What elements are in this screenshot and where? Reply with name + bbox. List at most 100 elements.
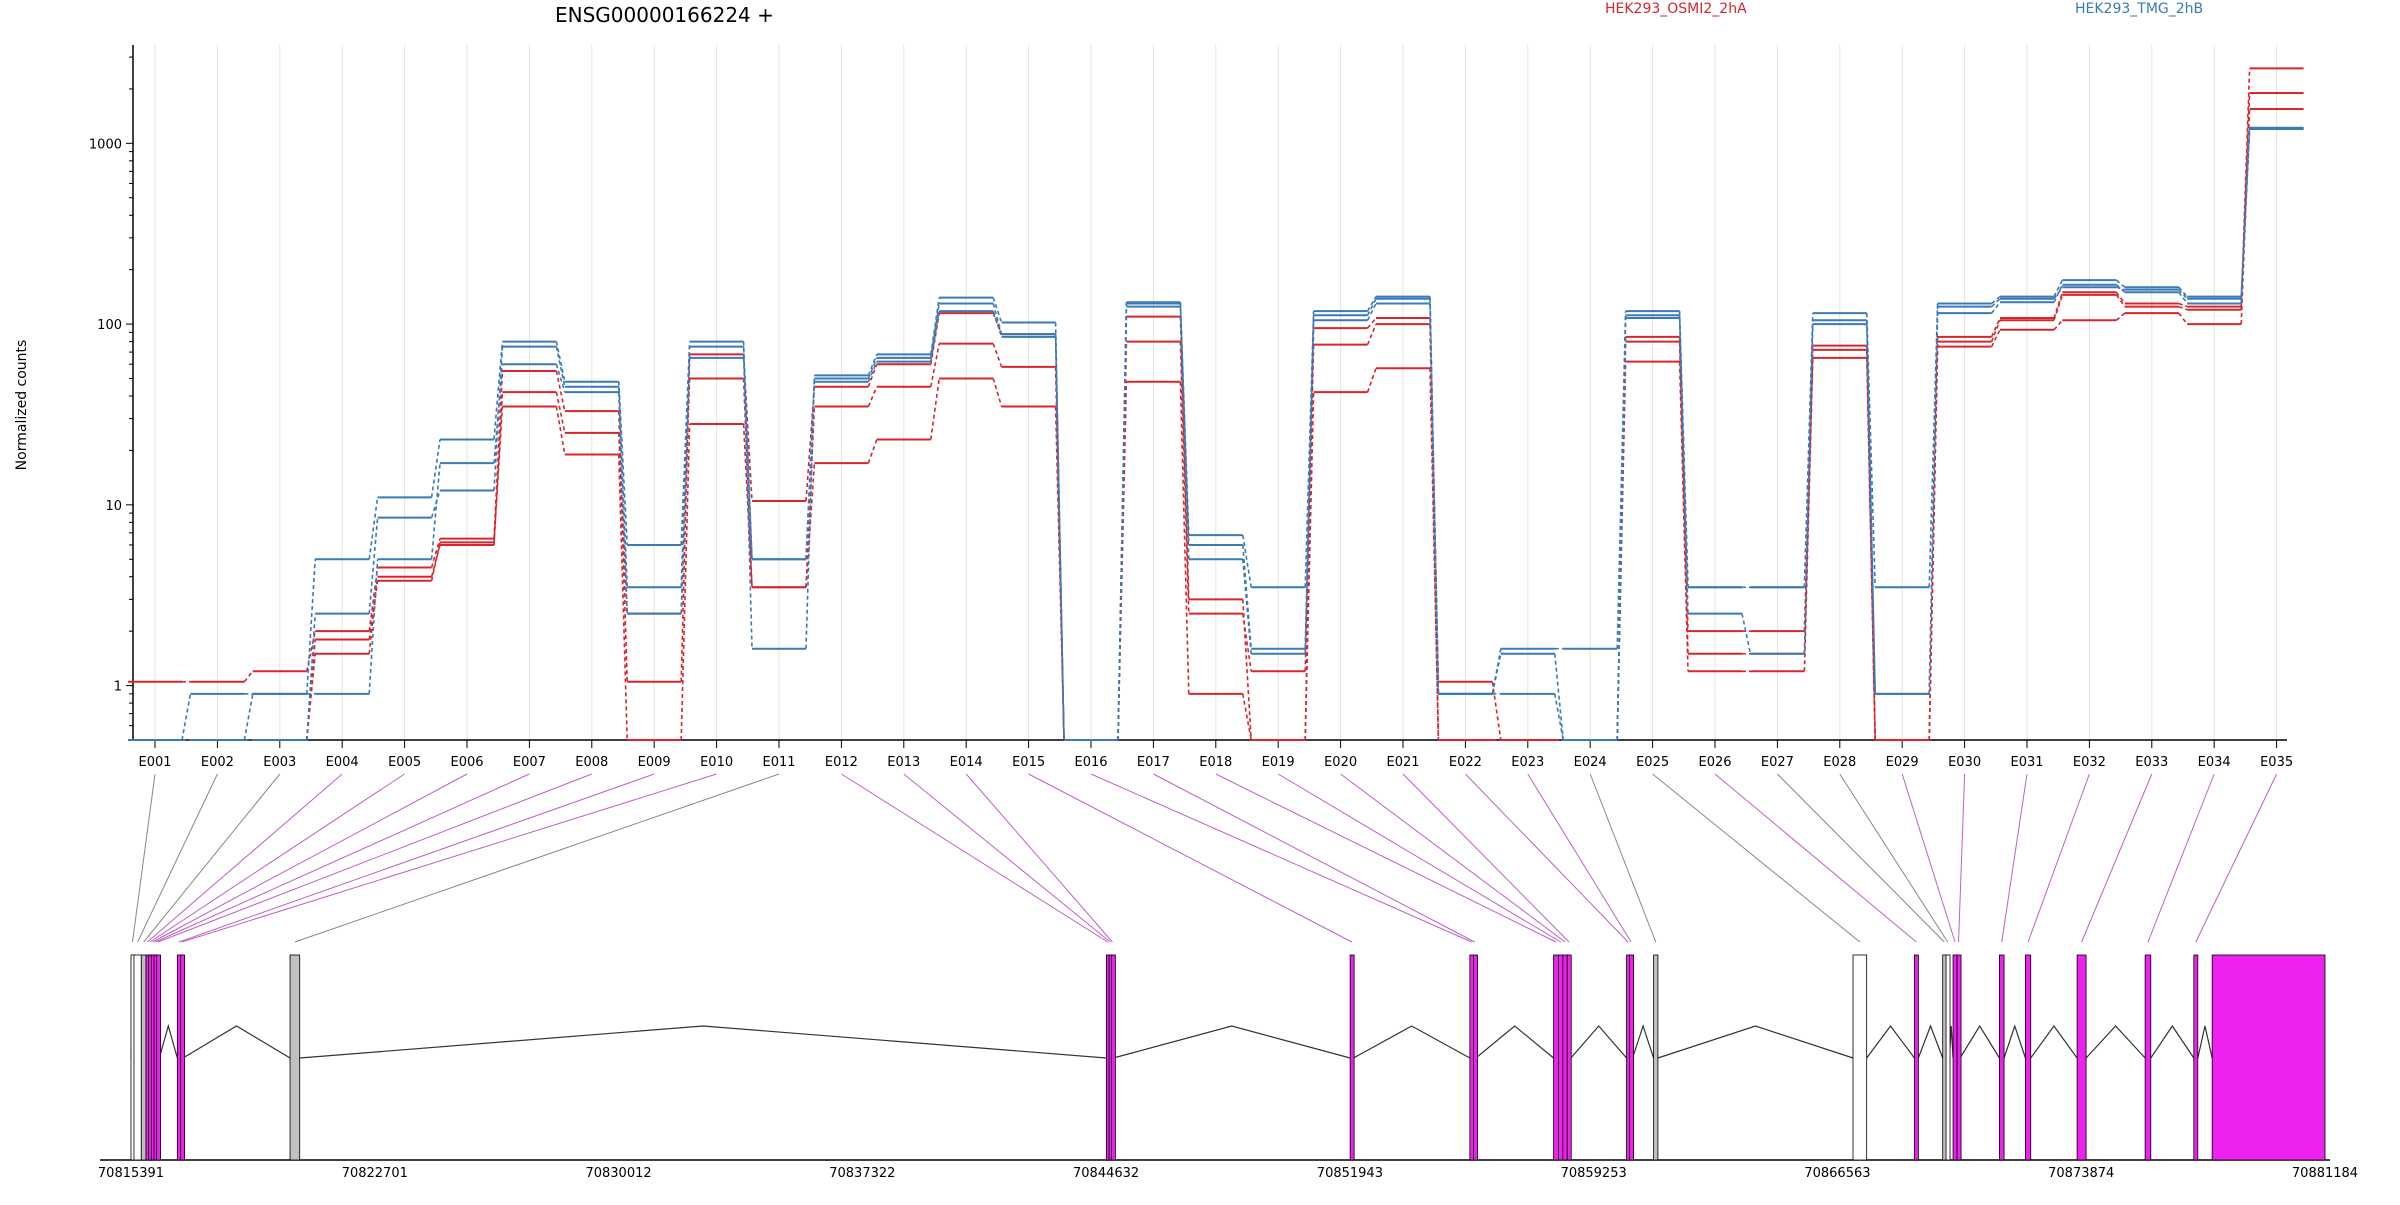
series-connector bbox=[930, 303, 940, 359]
grid-lines bbox=[154, 45, 2278, 740]
series-connector bbox=[1117, 381, 1128, 741]
series-connector bbox=[368, 497, 379, 560]
series-connector bbox=[2178, 305, 2188, 311]
series-lines bbox=[128, 67, 2304, 741]
exon-E023 bbox=[1629, 954, 1634, 1161]
series-connector bbox=[1491, 681, 1502, 741]
series-connector bbox=[2115, 312, 2126, 321]
connector-E014 bbox=[965, 773, 1113, 943]
connector-E021 bbox=[1402, 773, 1570, 943]
series-connector bbox=[805, 406, 816, 588]
series-connector bbox=[1054, 334, 1065, 741]
series-connector bbox=[1429, 368, 1440, 741]
x-tick-label-E009: E009 bbox=[638, 755, 671, 770]
connector-E017 bbox=[1153, 773, 1475, 943]
series-connector bbox=[680, 423, 691, 741]
series-connector bbox=[493, 346, 504, 491]
coordinate-label-70830012: 70830012 bbox=[585, 1166, 651, 1181]
series-connector bbox=[2178, 286, 2188, 298]
x-tick-label-E002: E002 bbox=[201, 755, 234, 770]
coordinate-label-70815391: 70815391 bbox=[98, 1166, 164, 1181]
x-tick-label-E027: E027 bbox=[1761, 755, 1794, 770]
series-connector bbox=[1741, 613, 1752, 654]
exon-E011 bbox=[289, 954, 301, 1161]
series-connector bbox=[430, 538, 441, 568]
series-connector bbox=[867, 439, 878, 464]
intron-line bbox=[1113, 1025, 1351, 1059]
x-tick-label-E005: E005 bbox=[388, 755, 421, 770]
series-connector bbox=[243, 670, 254, 683]
series-connector bbox=[930, 378, 940, 440]
exon-E033 bbox=[2076, 954, 2087, 1161]
series-connector bbox=[1366, 323, 1377, 345]
series-connector bbox=[1366, 367, 1377, 393]
series-connector bbox=[555, 363, 566, 393]
series-connector bbox=[2178, 312, 2188, 325]
series-connector bbox=[1928, 303, 1939, 588]
x-tick-label-E018: E018 bbox=[1199, 755, 1232, 770]
series-connector bbox=[1366, 317, 1377, 329]
intron-line bbox=[299, 1025, 1107, 1059]
series-connector bbox=[2178, 291, 2188, 304]
exon-E026 bbox=[1913, 954, 1919, 1161]
series-connector bbox=[555, 392, 566, 434]
coordinate-label-70881184: 70881184 bbox=[2292, 1166, 2358, 1181]
gene-title: ENSG00000166224 + bbox=[555, 3, 774, 27]
x-tick-label-E023: E023 bbox=[1511, 755, 1544, 770]
series-connector bbox=[2240, 127, 2251, 299]
series-connector bbox=[1928, 306, 1939, 694]
exon-E035b bbox=[2211, 954, 2326, 1161]
series-connector bbox=[2053, 279, 2064, 297]
gene-model: 70815391 70822701 70830012 70837322 70844632… bbox=[98, 954, 2358, 1181]
x-tick-label-E016: E016 bbox=[1074, 755, 1107, 770]
series-connector bbox=[430, 544, 441, 577]
intron-line bbox=[1570, 1025, 1628, 1059]
x-tick-label-E032: E032 bbox=[2073, 755, 2106, 770]
legend-label-group-a: HEK293_OSMI2_2hA bbox=[1605, 1, 1747, 17]
series-connector bbox=[618, 454, 628, 741]
x-tick-label-E015: E015 bbox=[1012, 755, 1045, 770]
series-connector bbox=[1179, 316, 1190, 600]
connector-E029 bbox=[1901, 773, 1956, 943]
series-connector bbox=[992, 312, 1003, 335]
connector-E022 bbox=[1465, 773, 1629, 943]
series-connector bbox=[1366, 296, 1377, 312]
connector-E032 bbox=[2027, 773, 2090, 943]
connector-E004 bbox=[146, 773, 343, 943]
series-connector bbox=[1678, 361, 1689, 672]
intron-line bbox=[1866, 1024, 1915, 1059]
series-connector bbox=[742, 423, 753, 588]
series-connector bbox=[1866, 313, 1876, 588]
series-connector bbox=[992, 343, 1003, 368]
series-connector bbox=[867, 354, 878, 376]
exon-E035 bbox=[2193, 954, 2199, 1161]
series-6 bbox=[128, 126, 2304, 741]
legend-label-group-b: HEK293_TMG_2hB bbox=[2075, 1, 2203, 17]
series-connector bbox=[2053, 319, 2063, 331]
x-tick-label-E017: E017 bbox=[1137, 755, 1170, 770]
series-connector bbox=[1990, 301, 2001, 314]
x-tick-label-E001: E001 bbox=[138, 755, 171, 770]
series-connector bbox=[2115, 279, 2126, 288]
exon-E031 bbox=[1998, 954, 2005, 1161]
series-connector bbox=[2178, 289, 2188, 300]
connector-E034 bbox=[2147, 773, 2215, 943]
series-connector bbox=[1616, 336, 1627, 741]
series-connector bbox=[2116, 286, 2126, 291]
series-connector bbox=[1179, 303, 1190, 560]
connector-E035 bbox=[2195, 773, 2278, 943]
connector-E030 bbox=[1958, 773, 1966, 943]
series-connector bbox=[1366, 303, 1377, 321]
series-connector bbox=[1991, 298, 2001, 308]
series-connector bbox=[1554, 693, 1564, 741]
x-tick-label-E019: E019 bbox=[1262, 755, 1295, 770]
series-connector bbox=[1242, 559, 1252, 654]
exon-E025 bbox=[1852, 954, 1868, 1161]
connector-E009 bbox=[178, 773, 655, 943]
series-connector bbox=[493, 341, 504, 440]
series-connector bbox=[992, 378, 1003, 407]
series-connector bbox=[368, 517, 379, 614]
x-tick-label-E011: E011 bbox=[762, 755, 795, 770]
coordinate-label-70859253: 70859253 bbox=[1561, 1166, 1627, 1181]
